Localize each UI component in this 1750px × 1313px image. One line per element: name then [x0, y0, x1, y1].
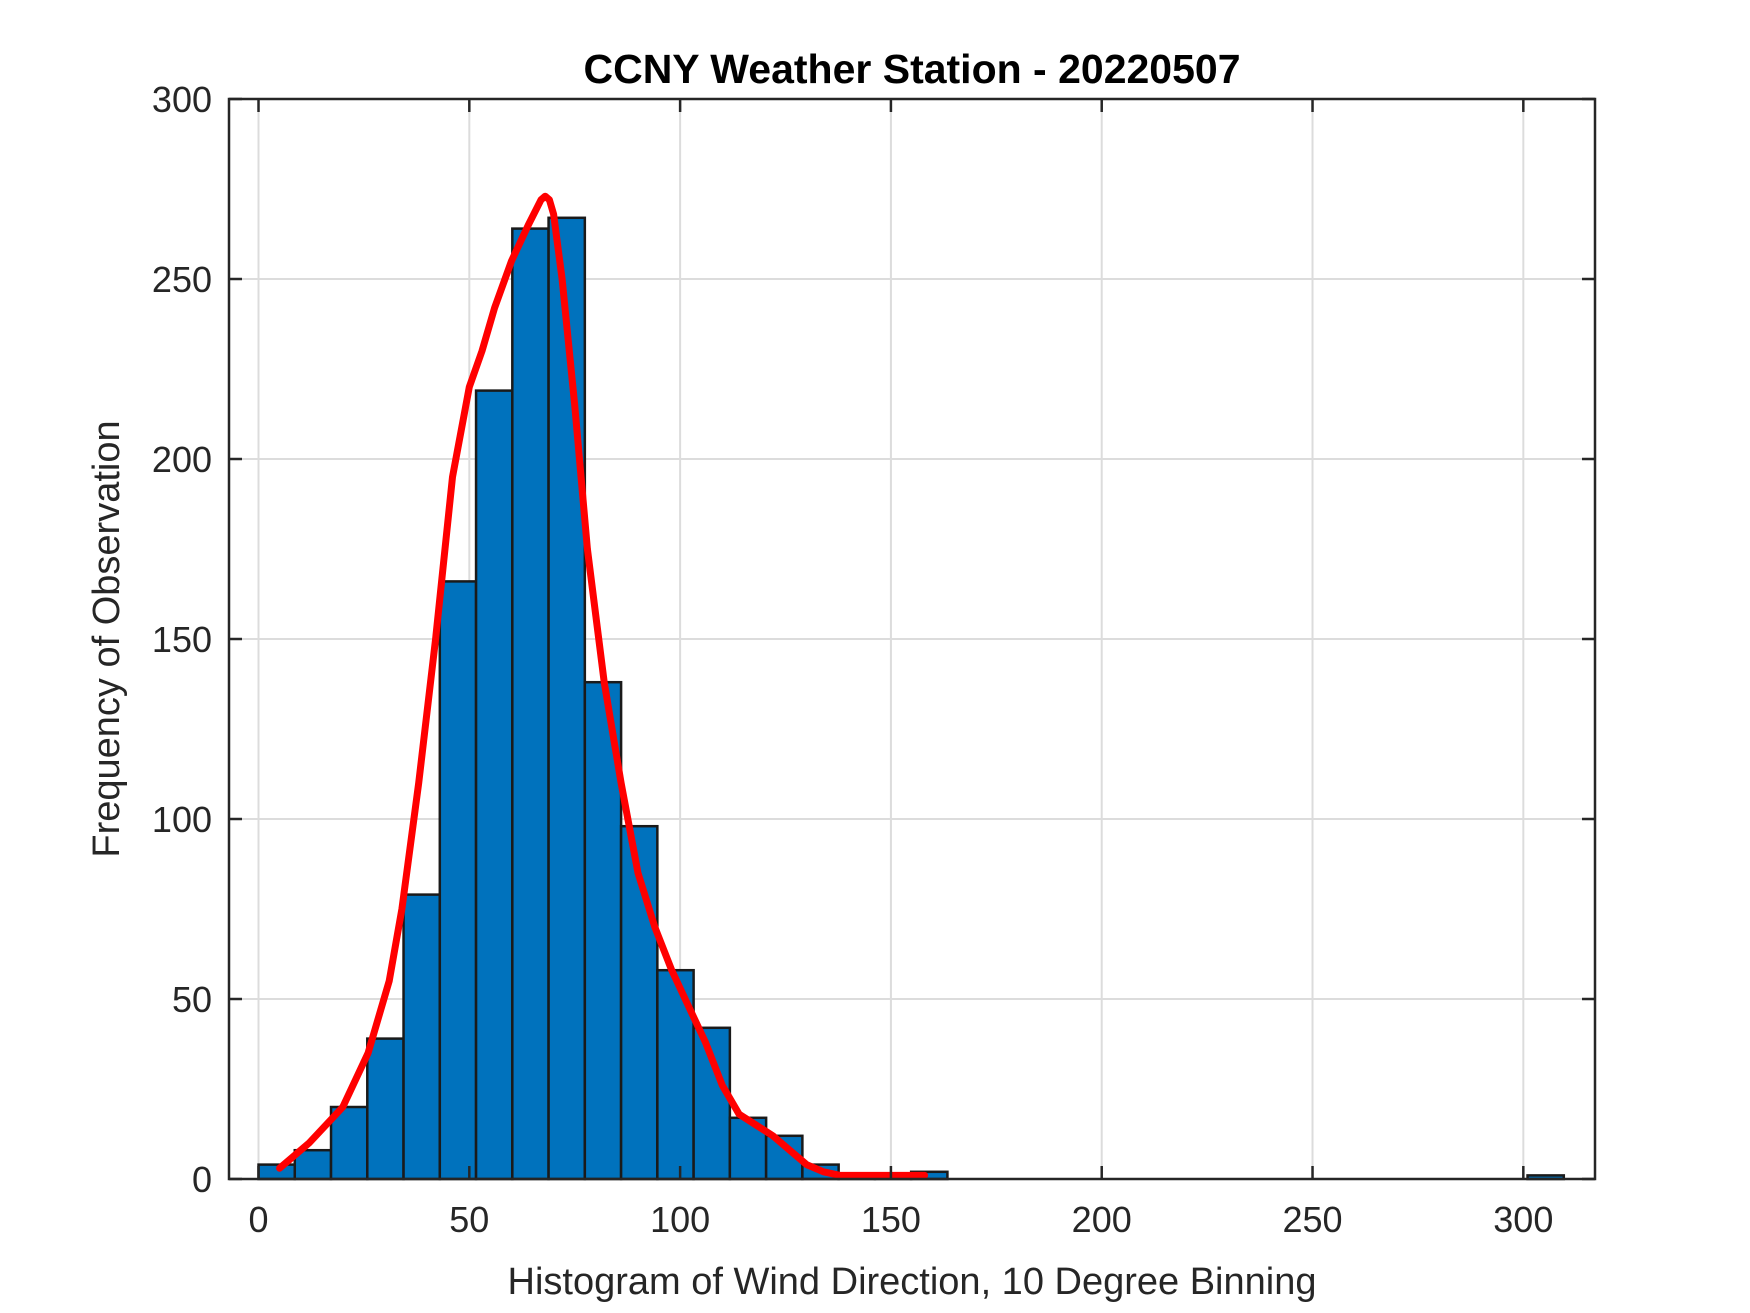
fit-curve — [276, 192, 929, 1179]
histogram-bar-7 — [511, 227, 550, 1181]
x-tick-label-6: 300 — [1493, 1199, 1553, 1240]
y-tick-label-1: 50 — [172, 979, 212, 1020]
x-tick-labels: 0 50 100 150 200 250 300 — [248, 1199, 1553, 1240]
x-tick-label-4: 200 — [1072, 1199, 1132, 1240]
histogram-bars — [257, 216, 1566, 1181]
y-tick-label-4: 200 — [152, 439, 212, 480]
fit-curve-line — [276, 192, 929, 1179]
tick-marks — [229, 97, 1595, 1181]
y-axis-label: Frequency of Observation — [86, 420, 128, 857]
x-axis-label: Histogram of Wind Direction, 10 Degree B… — [508, 1261, 1317, 1303]
histogram-bar-4 — [402, 893, 442, 1181]
y-tick-label-2: 100 — [152, 799, 212, 840]
histogram-bar-6 — [474, 389, 514, 1181]
y-tick-label-5: 250 — [152, 259, 212, 300]
x-tick-label-2: 100 — [650, 1199, 710, 1240]
x-tick-label-1: 50 — [449, 1199, 489, 1240]
histogram-bar-8 — [547, 216, 587, 1181]
x-tick-label-0: 0 — [248, 1199, 268, 1240]
histogram-bar-3 — [366, 1037, 405, 1181]
x-tick-label-5: 250 — [1282, 1199, 1342, 1240]
x-tick-label-3: 150 — [861, 1199, 921, 1240]
chart-title: CCNY Weather Station - 20220507 — [583, 46, 1240, 92]
y-tick-label-0: 0 — [192, 1159, 212, 1200]
y-tick-label-3: 150 — [152, 619, 212, 660]
y-tick-labels: 0 50 100 150 200 250 300 — [152, 79, 212, 1200]
y-tick-label-6: 300 — [152, 79, 212, 120]
histogram-bar-5 — [438, 580, 478, 1181]
